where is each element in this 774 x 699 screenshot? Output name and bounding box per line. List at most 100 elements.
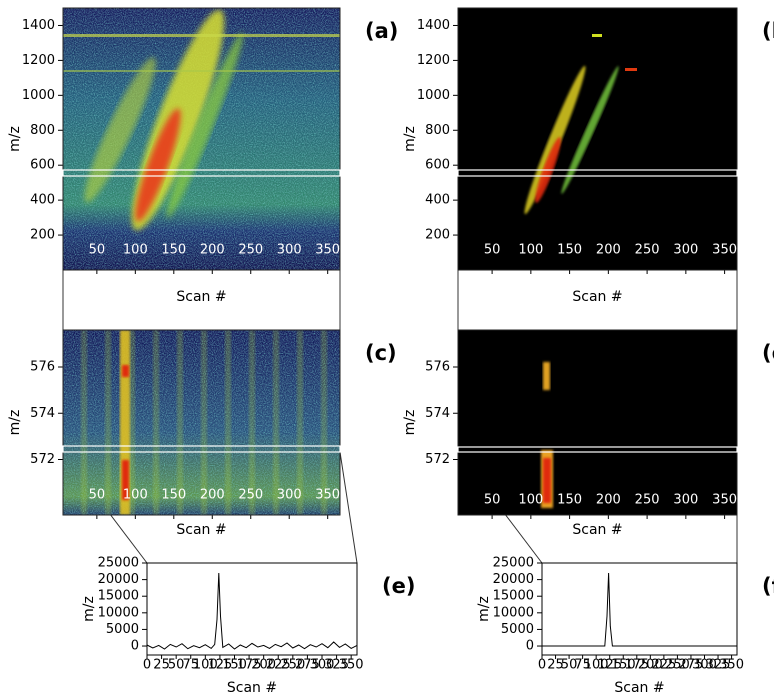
plot-area: [458, 330, 737, 515]
heatmap-background: [458, 8, 737, 270]
y-axis-label: m/z: [402, 126, 418, 152]
x-axis-label: Scan #: [614, 680, 664, 696]
x-tick-label: 200: [638, 658, 663, 673]
signal-stripe: [177, 330, 183, 515]
y-tick-label: 20000: [98, 572, 139, 587]
y-tick-label: 1400: [417, 18, 450, 33]
signal-stripe: [273, 330, 279, 515]
x-tick-label: 150: [611, 658, 636, 673]
x-tick-label: 25: [547, 658, 564, 673]
signal-spot: [592, 34, 602, 37]
y-tick-label: 572: [30, 452, 55, 467]
y-tick-label: 574: [425, 406, 450, 421]
y-tick-label: 25000: [493, 556, 534, 571]
x-tick-label: 150: [161, 243, 186, 258]
y-tick-label: 600: [425, 158, 450, 173]
x-tick-label: 100: [193, 658, 218, 673]
signal-column: [120, 330, 130, 515]
y-tick-label: 5000: [501, 622, 534, 637]
x-tick-label: 200: [596, 243, 621, 258]
y-tick-label: 1200: [22, 53, 55, 68]
x-axis-label: Scan #: [572, 289, 622, 305]
signal-streak: [84, 57, 156, 203]
y-tick-label: 0: [526, 639, 534, 654]
x-tick-label: 325: [706, 658, 731, 673]
signal-stripe: [297, 330, 303, 515]
y-tick-label: 400: [30, 193, 55, 208]
signal-column: [543, 362, 550, 390]
y-tick-label: 574: [30, 406, 55, 421]
x-axis-label: Scan #: [176, 522, 226, 538]
x-tick-label: 150: [222, 658, 247, 673]
y-tick-label: 200: [425, 228, 450, 243]
x-tick-label: 175: [624, 658, 649, 673]
plot-frame: [62, 329, 341, 516]
x-tick-label: 275: [295, 658, 320, 673]
x-tick-label: 350: [339, 658, 364, 673]
y-tick-label: 1000: [22, 88, 55, 103]
x-tick-label: 125: [208, 658, 233, 673]
signal-stripe: [201, 330, 207, 515]
y-axis-label: m/z: [81, 596, 97, 622]
signal-stripe: [249, 330, 255, 515]
signal-stripe: [105, 330, 111, 515]
zoom-box: [62, 169, 341, 177]
panel-label: (c): [365, 341, 397, 365]
signal-streak: [166, 32, 244, 218]
x-tick-label: 0: [538, 658, 546, 673]
x-tick-label: 100: [584, 658, 609, 673]
x-tick-label: 300: [692, 658, 717, 673]
x-tick-label: 175: [237, 658, 262, 673]
x-tick-label: 350: [712, 243, 737, 258]
plot-frame: [541, 562, 738, 656]
x-tick-label: 225: [266, 658, 291, 673]
panel: 572 574 576 50 100 150 200 250 300 350 Scan # m/z (c…: [7, 329, 397, 538]
y-tick-label: 10000: [493, 605, 534, 620]
plot-frame: [457, 329, 738, 516]
x-tick-label: 50: [89, 488, 106, 503]
x-tick-label: 100: [123, 488, 148, 503]
x-tick-label: 150: [557, 493, 582, 508]
line-series: [147, 572, 357, 650]
x-tick-label: 100: [518, 493, 543, 508]
signal-stripe: [321, 330, 327, 515]
y-tick-label: 1400: [22, 18, 55, 33]
x-tick-label: 0: [143, 658, 151, 673]
line-series: [542, 572, 737, 647]
x-tick-label: 250: [665, 658, 690, 673]
x-axis-label: Scan #: [176, 289, 226, 305]
y-tick-label: 800: [30, 123, 55, 138]
panel-label: (b): [762, 19, 774, 43]
x-tick-label: 300: [277, 488, 302, 503]
y-axis-label: m/z: [7, 410, 23, 436]
y-tick-label: 572: [425, 452, 450, 467]
x-tick-label: 250: [635, 493, 660, 508]
signal-stripe: [129, 330, 135, 515]
x-tick-label: 150: [557, 243, 582, 258]
y-tick-label: 576: [425, 360, 450, 375]
x-tick-label: 50: [484, 493, 501, 508]
y-tick-label: 800: [425, 123, 450, 138]
y-axis-label: m/z: [476, 596, 492, 622]
y-tick-label: 200: [30, 228, 55, 243]
x-tick-label: 225: [651, 658, 676, 673]
zoom-box: [62, 445, 341, 453]
x-tick-label: 300: [673, 243, 698, 258]
x-tick-label: 350: [712, 493, 737, 508]
x-tick-label: 200: [200, 243, 225, 258]
signal-streak: [135, 108, 181, 222]
signal-spot: [625, 68, 637, 71]
x-tick-label: 50: [168, 658, 185, 673]
x-tick-label: 300: [310, 658, 335, 673]
y-tick-label: 1200: [417, 53, 450, 68]
x-tick-label: 100: [518, 243, 543, 258]
y-tick-label: 576: [30, 360, 55, 375]
zoom-box: [457, 169, 738, 177]
panel: 200 400 600 800 1000 1200 1400 50 100 150 200 250 30…: [402, 7, 774, 305]
plot-area: [542, 572, 737, 647]
panel: 572 574 576 50 100 150 200 250 300 350 Scan # m/z (d…: [402, 329, 774, 538]
y-tick-label: 400: [425, 193, 450, 208]
heatmap-background: [458, 330, 737, 515]
